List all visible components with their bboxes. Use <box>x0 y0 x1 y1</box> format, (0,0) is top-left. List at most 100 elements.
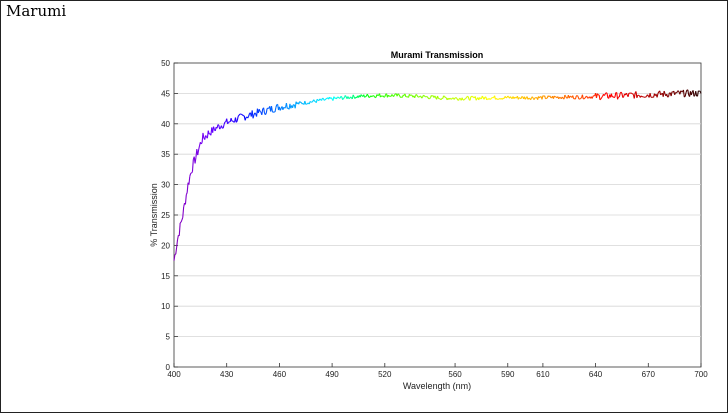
series-segment <box>347 96 350 99</box>
series-segment <box>175 247 178 255</box>
series-segment <box>581 94 584 100</box>
series-segment <box>367 95 370 98</box>
series-segment <box>244 117 247 121</box>
x-tick-label: 590 <box>501 370 515 379</box>
y-tick-label: 5 <box>166 333 171 342</box>
series-segment <box>384 94 387 97</box>
series-segment <box>553 95 556 98</box>
x-tick-label: 700 <box>694 370 708 379</box>
series-segment <box>680 90 683 93</box>
series-segment <box>340 95 343 98</box>
series-segment <box>531 96 534 99</box>
series-segment <box>524 97 527 100</box>
series-segment <box>414 95 417 99</box>
series-segment <box>603 93 606 96</box>
series-segment <box>591 96 594 99</box>
series-segment <box>227 122 229 125</box>
series-segment <box>509 96 512 99</box>
series-segment <box>394 93 396 96</box>
series-segment <box>222 124 225 129</box>
x-tick-label: 430 <box>220 370 234 379</box>
y-axis-ticks: 0 5 10 15 20 25 30 35 40 45 50 <box>161 59 178 372</box>
series-segment <box>630 92 632 94</box>
series-segment <box>399 95 402 98</box>
series-segment <box>632 93 634 95</box>
series-segment <box>373 95 376 98</box>
series-segment <box>466 95 468 98</box>
series-segment <box>258 108 261 112</box>
series-segment <box>695 91 698 97</box>
series-segment <box>449 97 452 100</box>
series-segment <box>579 97 582 100</box>
series-segment <box>527 97 530 100</box>
series-segment <box>455 97 458 99</box>
series-segment <box>489 98 492 100</box>
series-segment <box>671 91 674 93</box>
series-segment <box>612 96 615 98</box>
series-segment <box>606 93 609 99</box>
series-segment <box>198 145 201 151</box>
series-segment <box>334 97 336 99</box>
series-segment <box>304 100 307 105</box>
series-segment <box>248 113 251 117</box>
series-segment <box>467 96 470 100</box>
series-segment <box>692 90 695 97</box>
series-segment <box>300 102 303 105</box>
series-segment <box>283 106 286 109</box>
y-tick-label: 40 <box>161 120 170 129</box>
series-segment <box>584 96 587 99</box>
series-segment <box>319 98 322 101</box>
series-segment <box>564 94 567 97</box>
series-segment <box>572 95 575 99</box>
series-segment <box>230 118 233 122</box>
series-segment <box>292 104 294 108</box>
series-segment <box>178 222 181 236</box>
series-segment <box>409 94 412 97</box>
series-segment <box>265 108 268 114</box>
series-segment <box>696 90 699 97</box>
series-segment <box>207 130 210 135</box>
x-tick-label: 640 <box>589 370 603 379</box>
y-tick-label: 15 <box>161 272 170 281</box>
series-segment <box>504 96 507 99</box>
series-segment <box>252 114 255 119</box>
series-segment <box>216 124 219 129</box>
series-segment <box>309 101 312 103</box>
series-segment <box>393 94 395 97</box>
series-segment <box>636 95 639 98</box>
series-segment <box>617 96 619 100</box>
series-segment <box>541 95 544 100</box>
series-segment <box>232 120 235 123</box>
y-tick-label: 30 <box>161 181 170 190</box>
y-tick-label: 20 <box>161 241 170 250</box>
series-segment <box>659 90 662 96</box>
series-segment <box>685 89 688 93</box>
series-segment <box>184 194 187 205</box>
series-segment <box>580 97 582 99</box>
series-segment <box>387 94 390 97</box>
series-segment <box>430 95 433 97</box>
x-tick-label: 520 <box>378 370 392 379</box>
series-segment <box>321 98 323 101</box>
series-segment <box>263 107 266 114</box>
series-segment <box>538 96 541 99</box>
series-segment <box>651 96 654 99</box>
series-segment <box>583 97 586 100</box>
series-segment <box>490 97 493 100</box>
series-segment <box>176 235 179 241</box>
series-segment <box>453 97 456 100</box>
series-segment <box>667 92 670 97</box>
series-segment <box>469 96 472 101</box>
series-segment <box>549 95 552 98</box>
x-tick-label: 400 <box>167 370 181 379</box>
series-segment <box>592 95 595 97</box>
series-segment <box>191 159 194 172</box>
series-segment <box>633 92 636 99</box>
y-tick-label: 35 <box>161 150 170 159</box>
series-segment <box>507 95 510 98</box>
series-segment <box>376 94 379 96</box>
series-segment <box>380 95 383 97</box>
series-segment <box>350 96 352 99</box>
series-segment <box>235 120 238 123</box>
series-segment <box>470 95 473 98</box>
